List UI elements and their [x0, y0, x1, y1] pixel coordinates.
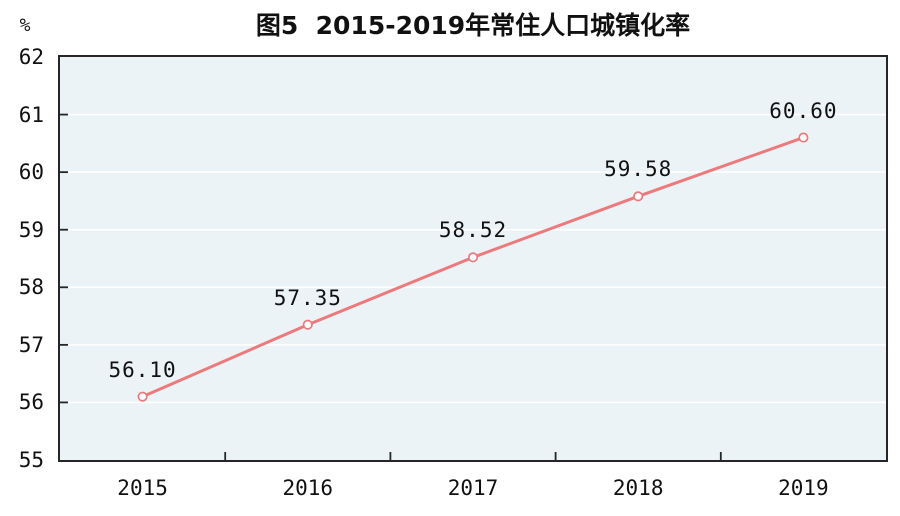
y-tick-label-57: 57 [18, 332, 44, 357]
chart-title: 图5 2015-2019年常住人口城镇化率 [255, 11, 691, 40]
y-tick-label-55: 55 [18, 448, 44, 472]
x-tick-label-2017: 2017 [447, 476, 499, 500]
plot-border [58, 55, 888, 462]
x-tick-label-2018: 2018 [612, 476, 664, 500]
data-point-2017 [467, 252, 479, 263]
y-tick-label-56: 56 [18, 390, 44, 415]
x-tick-label-2015: 2015 [117, 476, 168, 500]
value-label-2017: 58.52 [438, 218, 508, 243]
data-point-2016 [302, 319, 313, 330]
data-point-2015 [137, 391, 148, 402]
x-tick-label-2016: 2016 [282, 476, 334, 500]
value-label-2019: 60.60 [769, 98, 838, 123]
plot-svg [58, 55, 888, 462]
x-tick-label-2019: 2019 [778, 476, 829, 500]
y-tick-label-61: 61 [18, 102, 44, 127]
y-tick-label-62: 62 [18, 45, 44, 69]
y-tick-label-58: 58 [18, 275, 44, 300]
value-label-2015: 56.10 [108, 357, 177, 382]
plot-area [58, 55, 888, 462]
y-tick-label-60: 60 [18, 160, 44, 185]
value-label-2018: 59.58 [604, 157, 673, 182]
value-label-2016: 57.35 [273, 285, 342, 310]
y-tick-label-59: 59 [18, 217, 44, 242]
y-axis-unit-label: % [19, 15, 31, 36]
data-point-2018 [633, 191, 644, 202]
data-point-2019 [798, 132, 809, 143]
